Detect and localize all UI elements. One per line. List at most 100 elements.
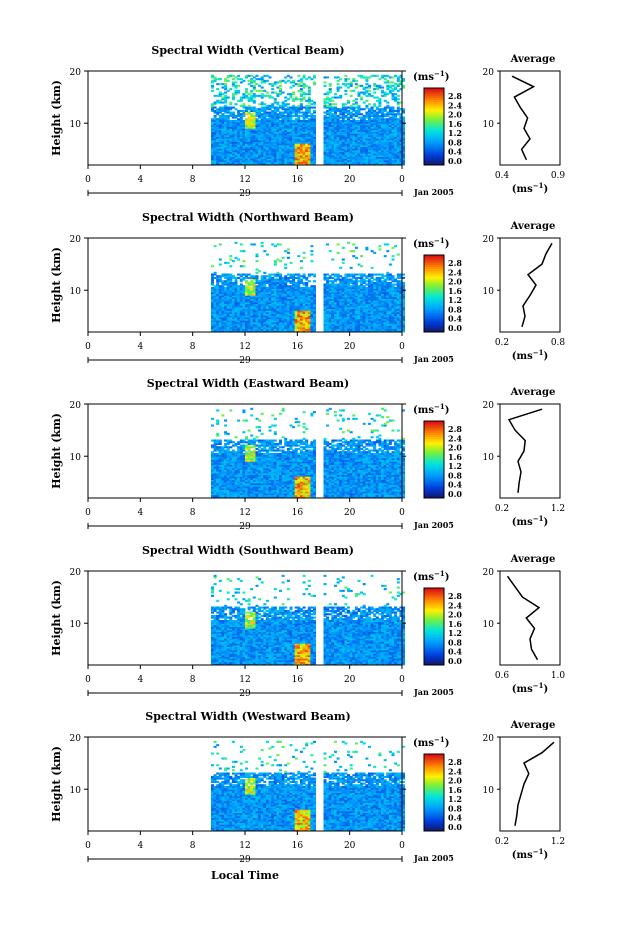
heatmap-cell xyxy=(396,111,400,114)
heatmap-cell xyxy=(273,317,277,320)
heatmap-cell xyxy=(268,291,272,294)
heatmap-cell xyxy=(211,144,214,147)
heatmap-cell xyxy=(388,76,392,79)
heatmap-cell xyxy=(360,98,364,101)
heatmap-cell xyxy=(302,155,306,158)
heatmap-cell xyxy=(305,325,309,328)
heatmap-cell xyxy=(289,128,293,131)
heatmap-cell xyxy=(383,114,387,117)
heatmap-cell xyxy=(328,322,332,325)
heatmap-cell xyxy=(297,158,301,161)
heatmap-cell xyxy=(297,327,301,330)
heatmap-cell xyxy=(247,141,251,144)
heatmap-cell xyxy=(234,124,238,127)
heatmap-cell xyxy=(399,114,403,117)
heatmap-cell xyxy=(242,323,246,326)
heatmap-cell xyxy=(265,148,269,151)
heatmap-cell xyxy=(245,144,248,147)
colorbar-swatch xyxy=(424,116,444,120)
heatmap-cell xyxy=(302,288,306,291)
heatmap-cell xyxy=(226,143,230,146)
heatmap-cell xyxy=(305,148,309,151)
heatmap-cell xyxy=(305,318,309,321)
heatmap-cell xyxy=(268,104,272,107)
heatmap-cell xyxy=(347,83,350,86)
heatmap-cell xyxy=(362,88,366,91)
heatmap-cell xyxy=(297,114,301,117)
heatmap-cell xyxy=(375,155,379,158)
heatmap-cell xyxy=(273,293,277,296)
heatmap-cell xyxy=(279,313,282,316)
heatmap-cell xyxy=(268,322,272,325)
heatmap-cell xyxy=(328,131,332,134)
heatmap-cell xyxy=(310,305,314,308)
heatmap-cell xyxy=(388,118,392,121)
heatmap-cell xyxy=(271,124,275,127)
heatmap-cell xyxy=(302,308,306,311)
heatmap-cell xyxy=(331,281,335,284)
heatmap-cell xyxy=(394,116,398,119)
heatmap-cell xyxy=(354,315,358,318)
heatmap-cell xyxy=(313,301,316,304)
heatmap-cell xyxy=(362,296,366,299)
heatmap-cell xyxy=(229,129,233,132)
heatmap-cell xyxy=(289,156,293,159)
heatmap-cell xyxy=(234,305,238,308)
heatmap-cell xyxy=(229,325,233,328)
heatmap-cell xyxy=(263,288,267,291)
heatmap-cell xyxy=(294,141,298,144)
heatmap-cell xyxy=(310,151,314,154)
heatmap-cell xyxy=(307,136,311,139)
heatmap-cell xyxy=(297,301,301,304)
heatmap-cell xyxy=(221,121,225,124)
date-label: Jan 2005 xyxy=(413,187,454,197)
heatmap-cell xyxy=(216,151,220,154)
heatmap-cell xyxy=(365,275,369,278)
heatmap-cell xyxy=(307,131,311,134)
heatmap-cell xyxy=(310,330,314,333)
heatmap-cell xyxy=(284,266,288,269)
heatmap-cell xyxy=(229,318,233,321)
heatmap-cell xyxy=(289,150,293,153)
heatmap-cell xyxy=(268,301,272,304)
heatmap-cell xyxy=(362,313,366,316)
heatmap-cell xyxy=(313,151,316,154)
heatmap-cell xyxy=(239,308,243,311)
heatmap-cell xyxy=(299,161,303,164)
heatmap-cell xyxy=(221,288,225,291)
heatmap-cell xyxy=(402,150,405,153)
heatmap-cell xyxy=(323,283,327,286)
heatmap-cell xyxy=(292,146,296,149)
heatmap-cell xyxy=(218,151,222,154)
heatmap-cell xyxy=(237,124,241,127)
heatmap-cell xyxy=(213,78,217,81)
heatmap-cell xyxy=(211,325,214,328)
heatmap-cell xyxy=(339,123,343,126)
average-x-tick-label: 0.4 xyxy=(495,171,510,181)
heatmap-cell xyxy=(221,113,225,116)
heatmap-cell xyxy=(349,138,353,141)
heatmap-cell xyxy=(302,322,306,325)
heatmap-cell xyxy=(323,146,327,149)
heatmap-cell xyxy=(331,303,335,306)
heatmap-cell xyxy=(344,325,348,328)
heatmap-cell xyxy=(391,139,395,142)
heatmap-cell xyxy=(281,330,285,333)
heatmap-cell xyxy=(229,106,233,109)
heatmap-cell xyxy=(279,119,282,122)
heatmap-cell xyxy=(331,146,335,149)
heatmap-cell xyxy=(375,150,379,153)
heatmap-cell xyxy=(216,121,220,124)
heatmap-cell xyxy=(299,296,303,299)
heatmap-cell xyxy=(224,280,228,283)
heatmap-cell xyxy=(221,148,225,151)
heatmap-cell xyxy=(242,103,246,106)
heatmap-cell xyxy=(310,131,314,134)
heatmap-cell xyxy=(302,283,306,286)
heatmap-cell xyxy=(289,160,293,163)
heatmap-cell xyxy=(224,276,228,279)
heatmap-cell xyxy=(386,86,390,89)
heatmap-cell xyxy=(297,328,301,331)
heatmap-cell xyxy=(313,303,316,306)
heatmap-cell xyxy=(271,134,275,137)
